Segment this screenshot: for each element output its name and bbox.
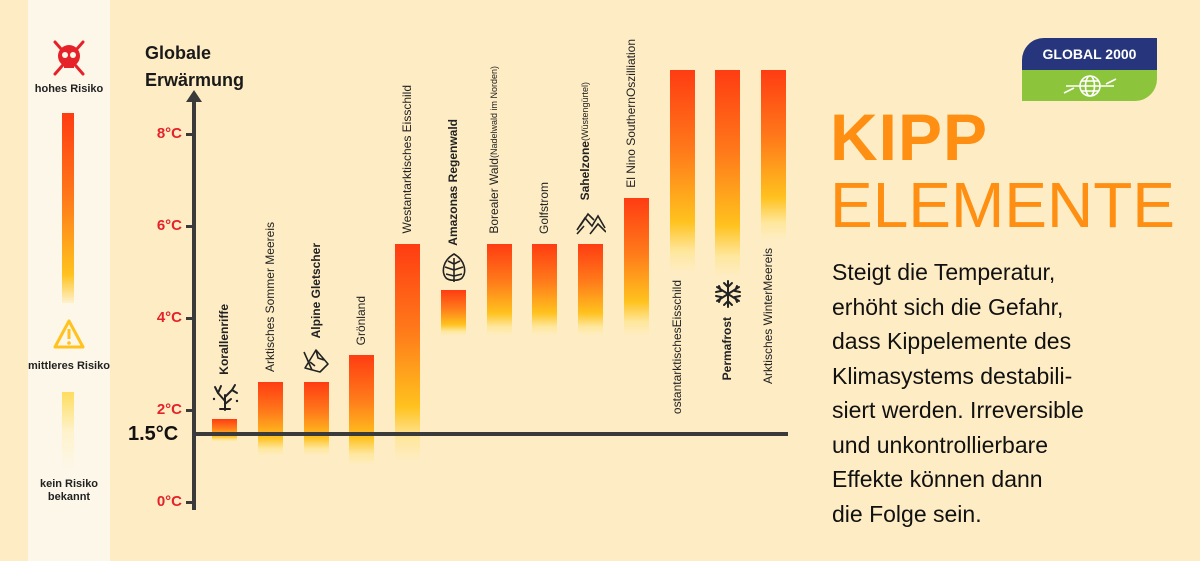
risk-legend: hohes Risiko mittleres Risiko kein Risik… — [28, 0, 110, 561]
bar-arktisches-sommer-meereis — [257, 382, 283, 456]
bar-label-name: Korallenriffe — [217, 304, 231, 375]
bar-label: El Nino SouthernOszilliation — [624, 39, 638, 188]
description-line: und unkontrollierbare — [832, 431, 1049, 458]
bar-permafrost — [715, 69, 741, 277]
bar-golfstrom — [532, 244, 558, 337]
y-axis — [192, 100, 196, 510]
bar-label: Sahelzone(Wüstengürtel) — [578, 82, 592, 200]
bar-label-line2: Eisschild — [669, 280, 684, 328]
bar-label-name: Sahelzone — [578, 141, 592, 201]
bar-label-name: Westantarktisches Eisschild — [400, 85, 414, 234]
y-tick-mark — [186, 317, 192, 320]
legend-high-label: hohes Risiko — [34, 83, 104, 95]
axis-arrow — [186, 90, 202, 102]
warning-triangle-icon — [53, 319, 85, 349]
snowflake-icon — [713, 279, 743, 309]
bar-arktisches-winter — [761, 69, 786, 240]
description-line: erhöht sich die Gefahr, — [832, 293, 1064, 320]
bar-label-name: Grönland — [354, 295, 369, 346]
description-line: Klimasystems destabili- — [832, 362, 1073, 389]
bar-label: Arktisches WinterMeereis — [761, 248, 775, 384]
risk-gradient-low — [62, 392, 74, 472]
bar-label: ostantarktischesEisschild — [670, 280, 684, 414]
bar-label-sub: (Nadelwald im Norden) — [488, 66, 499, 159]
bar-ostantarktisches — [669, 69, 695, 272]
y-tick-mark — [186, 501, 192, 504]
y-tick-label: 0°C — [156, 493, 182, 510]
bar-label-name: Permafrost — [720, 316, 735, 380]
skull-crossbones-icon — [53, 40, 85, 76]
risk-gradient-high — [62, 113, 74, 303]
reference-line-label: 1.5°C — [128, 423, 179, 445]
description-line: dass Kippelemente des — [832, 328, 1072, 354]
bar-label-name: Borealer Wald — [486, 158, 501, 235]
bar-label: Grönland — [354, 296, 368, 345]
bar-label-sub: (Wüstengürtel) — [580, 82, 590, 142]
y-tick-label: 2°C — [156, 401, 182, 418]
bar-label: Golfstrom — [537, 182, 551, 234]
y-tick-label: 8°C — [156, 125, 182, 142]
bar-label: Amazonas Regenwald — [446, 119, 460, 246]
title-elemente: ELEMENTE — [830, 169, 1175, 241]
dunes-icon — [576, 206, 607, 236]
logo-text: GLOBAL 2000 — [1022, 38, 1157, 70]
coral-icon — [210, 381, 240, 412]
bar-label-name: Alpine Gletscher — [308, 243, 323, 339]
bar-el-nino-southern — [623, 198, 649, 337]
bar-sahelzone — [578, 244, 603, 337]
bar-label: Borealer Wald(Nadelwald im Norden) — [487, 66, 501, 234]
globe-icon — [1063, 74, 1116, 97]
bar-label-line2: Meereis — [761, 247, 775, 291]
bar-label-name: Golfstrom — [537, 182, 552, 235]
bar-label: Westantarktisches Eisschild — [400, 85, 414, 234]
global2000-logo: GLOBAL 2000 — [1022, 38, 1157, 101]
description-line: Effekte können dann — [832, 466, 1043, 492]
description-line: Steigt die Temperatur, — [832, 259, 1056, 285]
description-text: Steigt die Temperatur, erhöht sich die G… — [832, 255, 1172, 531]
bar-label: Alpine Gletscher — [309, 243, 323, 338]
glacier-icon — [302, 344, 332, 374]
bar-label-name: El Nino Southern — [623, 97, 638, 189]
description-line: siert werden. Irreversible — [832, 397, 1084, 423]
y-axis-title: Globale Erwärmung — [145, 43, 245, 90]
y-tick-mark — [186, 409, 192, 412]
bar-borealer-wald — [486, 244, 512, 337]
bar-korallenriffe — [212, 419, 237, 443]
reference-line-1-5 — [192, 432, 788, 436]
bar-label: Arktisches Sommer Meereis — [263, 222, 277, 372]
y-tick-label: 4°C — [156, 309, 182, 326]
y-tick-mark — [186, 225, 192, 228]
bar-label-name: Arktisches Winter — [761, 290, 775, 384]
legend-medium-label: mittleres Risiko — [28, 360, 110, 372]
bar-label: Korallenriffe — [217, 304, 231, 375]
bar-amazonas-regenwald — [440, 290, 466, 337]
description-line: die Folge sein. — [832, 500, 982, 527]
bar-label-name: ostantarktisches — [669, 327, 684, 415]
bar-label: Permafrost — [720, 317, 734, 380]
title-kipp: KIPP — [830, 100, 989, 174]
legend-none-label: kein Risiko bekannt — [39, 478, 99, 503]
bar-alpine-gletscher — [303, 382, 329, 456]
bar-grönland — [349, 354, 375, 466]
leaf-icon — [439, 252, 469, 283]
bar-label-line2: Oszilliation — [623, 39, 638, 98]
bar-westantarktisches-eisschild — [395, 244, 420, 461]
y-tick-label: 6°C — [156, 217, 182, 234]
bar-label-name: Arktisches Sommer Meereis — [262, 222, 277, 373]
y-tick-mark — [186, 133, 192, 136]
bar-label-name: Amazonas Regenwald — [445, 119, 460, 247]
